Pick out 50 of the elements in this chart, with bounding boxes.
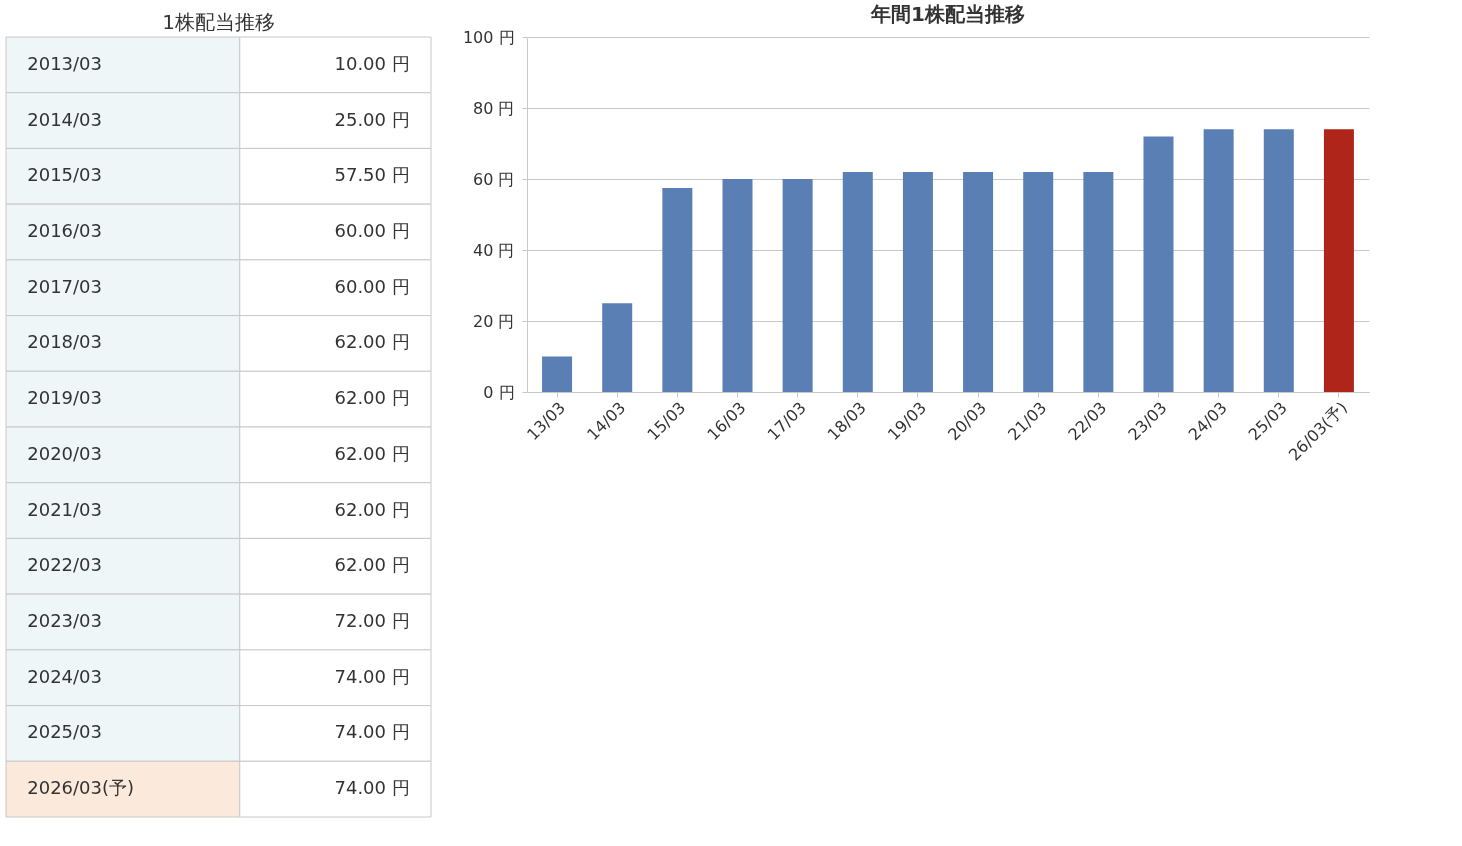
- text: 60.00 円: [334, 275, 410, 297]
- bar: [902, 171, 933, 392]
- bar: [1023, 171, 1054, 392]
- text: 60.00 円: [334, 220, 410, 241]
- bar: [722, 179, 753, 392]
- text: 62.00 円: [334, 554, 410, 576]
- bar: [1083, 171, 1114, 392]
- y-tick-label: 80 円: [473, 98, 515, 118]
- text: 2023/03: [27, 610, 103, 631]
- chart-title: 年間1株配当推移: [870, 2, 1025, 26]
- bar: [782, 179, 813, 392]
- text: 74.00 円: [334, 665, 410, 687]
- text: 2018/03: [27, 331, 103, 353]
- bar: [1263, 129, 1294, 392]
- bar: [963, 171, 994, 392]
- text: 2015/03: [27, 164, 103, 186]
- text: 2020/03: [27, 442, 103, 464]
- text: 62.00 円: [334, 498, 410, 520]
- text: 1株配当推移: [162, 9, 275, 34]
- y-tick-label: 60 円: [473, 169, 515, 189]
- bar: [602, 303, 633, 392]
- text: 2025/03: [27, 721, 103, 743]
- text: 2021/03: [27, 498, 103, 520]
- text: 2014/03: [27, 108, 103, 130]
- bar: [842, 171, 873, 392]
- text: 72.00 円: [334, 610, 410, 631]
- text: 25.00 円: [334, 108, 410, 130]
- bar: [542, 356, 573, 392]
- y-tick-label: 40 円: [473, 240, 515, 260]
- bar: [1323, 129, 1354, 392]
- text: 2017/03: [27, 275, 103, 297]
- bar: [1143, 136, 1174, 392]
- text: 74.00 円: [334, 777, 410, 799]
- text: 2024/03: [27, 665, 103, 687]
- text: 2013/03: [27, 52, 103, 74]
- y-tick-label: 20 円: [473, 311, 515, 331]
- text: 74.00 円: [334, 721, 410, 743]
- text: 2022/03: [27, 554, 103, 576]
- text: 62.00 円: [334, 442, 410, 464]
- text: 57.50 円: [334, 164, 410, 186]
- text: 62.00 円: [334, 387, 410, 409]
- text: 62.00 円: [334, 331, 410, 353]
- text: 2026/03(予): [27, 777, 135, 799]
- bar: [1203, 129, 1234, 392]
- bar: [662, 187, 693, 392]
- text: 10.00 円: [334, 52, 410, 74]
- y-tick-label: 0 円: [483, 382, 515, 402]
- text: 2019/03: [27, 387, 103, 409]
- y-tick-label: 100 円: [462, 27, 515, 47]
- text: 2016/03: [27, 220, 103, 241]
